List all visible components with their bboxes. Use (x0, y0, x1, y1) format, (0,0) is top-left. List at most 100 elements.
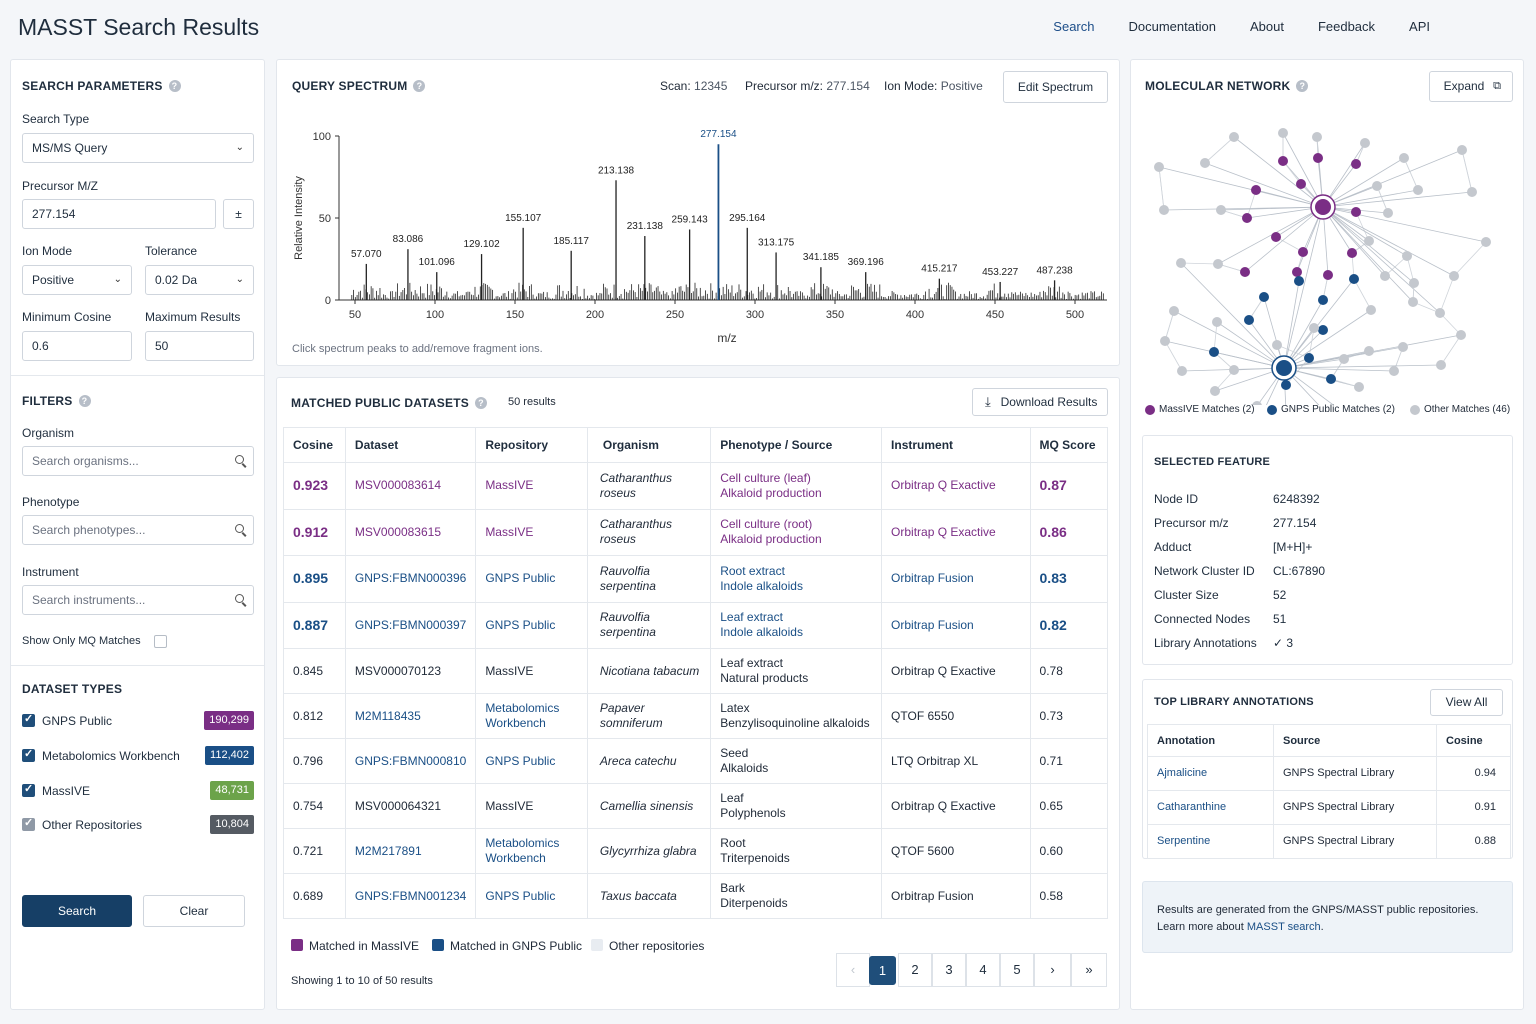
network-node[interactable] (1298, 247, 1308, 257)
prev-page-button[interactable]: ‹ (836, 953, 870, 987)
network-node[interactable] (1326, 374, 1336, 384)
network-node[interactable] (1242, 213, 1252, 223)
network-node[interactable] (1240, 267, 1250, 277)
search-type-select[interactable]: MS/MS Query ⌄ (22, 133, 254, 163)
min-cosine-input[interactable]: 0.6 (22, 331, 132, 361)
nav-feedback[interactable]: Feedback (1317, 19, 1376, 34)
download-results-button[interactable]: ⤓ Download Results (972, 388, 1108, 416)
nav-documentation[interactable]: Documentation (1128, 19, 1216, 34)
dataset-link[interactable]: MSV000064321 (344, 783, 477, 829)
dataset-type-checkbox[interactable] (22, 782, 35, 797)
col-repository[interactable]: Repository (475, 427, 588, 463)
help-icon[interactable]: ? (474, 397, 487, 409)
network-node[interactable] (1292, 267, 1302, 277)
network-node[interactable] (1229, 132, 1239, 142)
page-4-button[interactable]: 4 (966, 953, 1000, 987)
clear-button[interactable]: Clear (143, 895, 245, 927)
network-node[interactable] (1278, 128, 1288, 138)
help-icon[interactable]: ? (168, 80, 181, 92)
search-button[interactable]: Search (22, 895, 132, 927)
col-cosine[interactable]: Cosine (283, 427, 346, 463)
nav-search[interactable]: Search (1053, 19, 1095, 34)
network-node[interactable] (1281, 380, 1291, 390)
col-organism[interactable]: Organism (586, 427, 712, 463)
page-5-button[interactable]: 5 (1000, 953, 1034, 987)
network-node[interactable] (1176, 258, 1186, 268)
network-node[interactable] (1177, 366, 1187, 376)
tolerance-toggle-button[interactable]: ± (223, 199, 254, 229)
dataset-link[interactable]: GNPS:FBMN000810 (344, 738, 477, 784)
network-node[interactable] (1435, 308, 1445, 318)
table-row[interactable]: 0.721 M2M217891 Metabolomics Workbench Glyc… (283, 828, 1109, 874)
network-hub-node[interactable] (1315, 199, 1331, 215)
mq-only-checkbox[interactable] (154, 635, 167, 648)
network-node[interactable] (1354, 382, 1364, 392)
col-instrument[interactable]: Instrument (881, 427, 1031, 463)
dataset-link[interactable]: MSV000083614 (344, 462, 477, 510)
precursor-input[interactable]: 277.154 (22, 199, 216, 229)
organism-search-input[interactable]: Search organisms... (22, 446, 254, 476)
network-node[interactable] (1272, 340, 1282, 350)
table-row[interactable]: 0.845 MSV000070123 MassIVE Nicotiana tabacu… (283, 648, 1109, 694)
dataset-link[interactable]: M2M217891 (344, 828, 477, 874)
network-graph[interactable] (1131, 115, 1525, 405)
network-node[interactable] (1313, 153, 1323, 163)
network-node[interactable] (1364, 236, 1374, 246)
nav-api[interactable]: API (1409, 19, 1430, 34)
network-node[interactable] (1252, 401, 1262, 405)
network-node[interactable] (1200, 158, 1210, 168)
network-node[interactable] (1449, 271, 1459, 281)
masst-search-link[interactable]: MASST search (1246, 921, 1321, 933)
nav-about[interactable]: About (1249, 19, 1284, 34)
network-node[interactable] (1244, 315, 1254, 325)
network-hub-node[interactable] (1276, 360, 1292, 376)
network-node[interactable] (1312, 132, 1322, 142)
annotation-link[interactable]: Serpentine (1147, 824, 1274, 859)
col-phenotype[interactable]: Phenotype / Source (710, 427, 883, 463)
dataset-link[interactable]: MSV000070123 (344, 648, 477, 694)
network-node[interactable] (1389, 366, 1399, 376)
table-row[interactable]: 0.754 MSV000064321 MassIVE Camellia sinensi… (283, 783, 1109, 829)
dataset-link[interactable]: GNPS:FBMN001234 (344, 873, 477, 919)
expand-button[interactable]: Expand ⧉ (1429, 71, 1513, 102)
network-node[interactable] (1212, 317, 1222, 327)
network-node[interactable] (1251, 185, 1261, 195)
network-node[interactable] (1402, 251, 1412, 261)
dataset-link[interactable]: GNPS:FBMN000397 (344, 601, 477, 649)
network-node[interactable] (1436, 360, 1446, 370)
network-node[interactable] (1154, 162, 1164, 172)
network-node[interactable] (1457, 145, 1467, 155)
table-row[interactable]: 0.887 GNPS:FBMN000397 GNPS Public Rauvolfia… (283, 601, 1109, 649)
view-all-button[interactable]: View All (1430, 689, 1503, 716)
tolerance-select[interactable]: 0.02 Da ⌄ (145, 265, 254, 295)
table-row[interactable]: Catharanthine GNPS Spectral Library 0.91 (1147, 790, 1511, 825)
network-node[interactable] (1259, 292, 1269, 302)
network-node[interactable] (1347, 248, 1357, 258)
dataset-type-checkbox[interactable] (22, 747, 35, 762)
network-node[interactable] (1216, 205, 1226, 215)
network-node[interactable] (1229, 365, 1239, 375)
network-node[interactable] (1399, 153, 1409, 163)
edit-spectrum-button[interactable]: Edit Spectrum (1003, 71, 1108, 103)
network-node[interactable] (1360, 138, 1370, 148)
annotation-link[interactable]: Catharanthine (1147, 790, 1274, 825)
network-node[interactable] (1323, 270, 1333, 280)
network-node[interactable] (1318, 295, 1328, 305)
col-annotation[interactable]: Annotation (1147, 724, 1274, 757)
spectrum-chart[interactable]: 50 100 150 200 250 300 350 400 450 500 0 50 100 m/z Re… (277, 115, 1121, 365)
network-node[interactable] (1209, 347, 1219, 357)
network-node[interactable] (1339, 354, 1349, 364)
col-lib-cosine[interactable]: Cosine (1436, 724, 1511, 757)
network-node[interactable] (1481, 237, 1491, 247)
dataset-type-checkbox[interactable] (22, 712, 35, 727)
network-node[interactable] (1278, 156, 1288, 166)
table-row[interactable]: 0.812 M2M118435 Metabolomics Workbench Papa… (283, 693, 1109, 739)
network-node[interactable] (1210, 386, 1220, 396)
network-node[interactable] (1304, 353, 1314, 363)
network-node[interactable] (1380, 271, 1390, 281)
help-icon[interactable]: ? (413, 80, 426, 92)
dataset-type-checkbox[interactable] (22, 816, 35, 831)
network-node[interactable] (1296, 179, 1306, 189)
network-node[interactable] (1408, 297, 1418, 307)
last-page-button[interactable]: » (1071, 953, 1107, 987)
